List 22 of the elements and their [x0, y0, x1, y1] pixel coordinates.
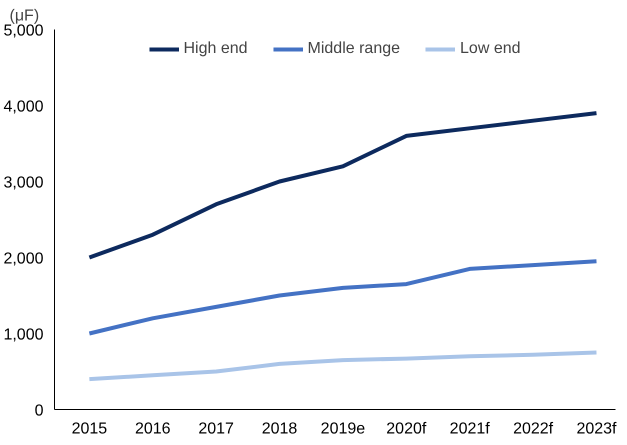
y-tick-label: 5,000: [3, 22, 44, 40]
y-tick-label: 2,000: [3, 250, 44, 268]
y-axis-title: (μF): [10, 8, 40, 24]
x-tick-label: 2020f: [386, 420, 427, 438]
x-tick-label: 2018: [262, 420, 298, 438]
line-series: [87, 259, 598, 336]
legend-label: Low end: [460, 40, 521, 58]
y-tick-label: 1,000: [3, 326, 44, 344]
x-tick-label: 2017: [198, 420, 234, 438]
x-tick-label: 2015: [72, 420, 108, 438]
x-tick-label: 2021f: [450, 420, 490, 438]
legend-label: High end: [183, 40, 248, 58]
y-tick-label: 3,000: [3, 174, 44, 192]
y-tick-label: 4,000: [3, 98, 44, 116]
x-tick-label: 2016: [134, 420, 171, 438]
x-tick-label: 2019e: [320, 420, 366, 438]
x-tick-label: 2023f: [576, 420, 618, 438]
x-tick-label: 2022f: [513, 420, 554, 438]
y-tick-label: 0: [34, 402, 44, 420]
line-series: [87, 350, 598, 382]
legend-label: Middle range: [308, 40, 400, 58]
line-series: [87, 111, 598, 260]
